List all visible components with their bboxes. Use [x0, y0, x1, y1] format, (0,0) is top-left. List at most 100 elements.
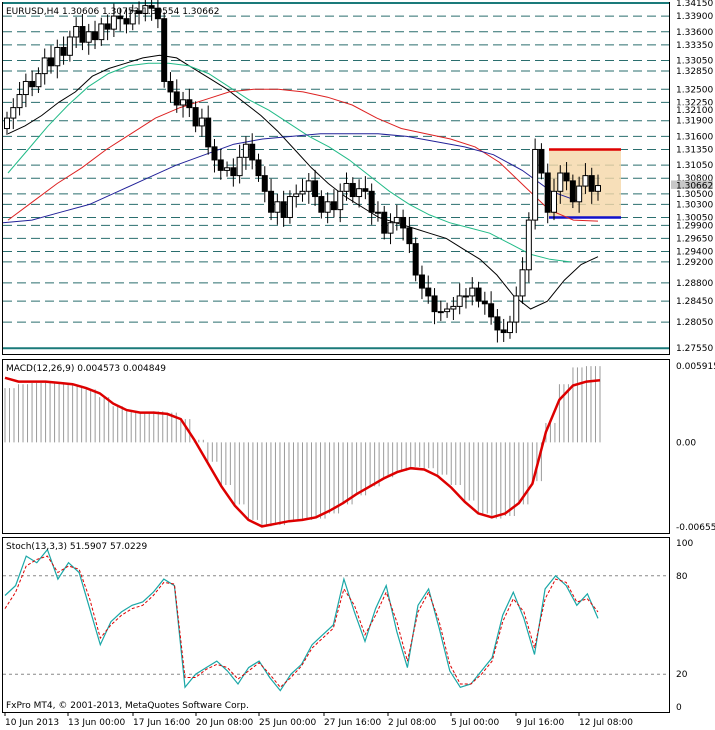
price-label-bg: [671, 131, 713, 142]
price-axis-labels: 1.34150 1.33900 1.33600 1.33350 1.330501.328…: [671, 0, 713, 354]
candle-body: [10, 107, 17, 119]
candle-body: [400, 216, 407, 229]
price-label-bg: [671, 115, 713, 126]
candle-body: [393, 216, 400, 224]
price-tick-label: 1.30300: [676, 200, 713, 210]
candle-body: [236, 156, 243, 177]
stoch-signal-line: [4, 555, 599, 689]
price-tick-label: 1.30800: [676, 174, 713, 184]
stoch-tick-label: 0: [676, 703, 682, 713]
price-label-bg: [671, 0, 713, 8]
candle-body: [261, 175, 268, 192]
candle-body: [110, 15, 117, 30]
candle-body: [293, 193, 300, 198]
stoch-main-line: [4, 548, 599, 692]
copyright-text: FxPro MT4, © 2001-2013, MetaQuotes Softw…: [6, 701, 249, 711]
candle-body: [513, 295, 520, 323]
price-tick-label: 1.33900: [676, 12, 713, 22]
candle-body: [73, 26, 80, 38]
price-label-bg: [671, 343, 713, 354]
price-tick-label: 1.33050: [676, 57, 713, 67]
macd-tick-label: -0.006552: [676, 523, 715, 533]
price-label-bg: [671, 66, 713, 77]
candle-body: [148, 5, 155, 9]
price-label-bg: [671, 26, 713, 37]
candle-body: [494, 316, 501, 331]
candle-body: [224, 167, 231, 171]
price-label-bg: [671, 173, 713, 184]
price-label-bg: [671, 55, 713, 66]
stoch-tick-label: 80: [676, 572, 688, 582]
time-tick-label: 17 Jun 16:00: [133, 718, 190, 728]
candle-body: [299, 190, 306, 195]
time-tick-label: 2 Jul 08:00: [388, 718, 437, 728]
candle-body: [532, 148, 539, 221]
price-label-bg: [671, 246, 713, 257]
price-label-bg: [671, 105, 713, 116]
price-label-bg: [671, 277, 713, 288]
candle-body: [117, 15, 124, 20]
time-tick-label: 12 Jul 08:00: [579, 718, 633, 728]
price-tick-label: 1.33350: [676, 41, 713, 51]
stoch-title: Stoch(13,3,3) 51.5907 57.0229: [6, 542, 147, 552]
candle-body: [412, 243, 419, 276]
price-label-bg: [671, 11, 713, 22]
candle-body: [462, 295, 469, 298]
ma-line: [7, 54, 599, 310]
price-label-bg: [671, 97, 713, 108]
price-tick-label: 1.28450: [676, 297, 713, 307]
price-tick-label: 1.28800: [676, 279, 713, 289]
candle-body: [104, 23, 111, 30]
candle-body: [588, 175, 595, 192]
price-label-bg: [671, 180, 713, 191]
candle-body: [154, 7, 161, 20]
candle-body: [582, 175, 589, 187]
price-tick-label: 1.32500: [676, 85, 713, 95]
candle-body: [268, 190, 275, 213]
candle-body: [35, 73, 42, 88]
macd-tick-label: 0.005915: [676, 362, 715, 372]
candle-body: [374, 211, 381, 214]
candle-body: [186, 99, 193, 109]
stoch-axis-labels: 100 80 20 0: [676, 539, 693, 713]
price-tick-label: 1.32850: [676, 67, 713, 77]
time-tick-label: 9 Jul 16:00: [516, 718, 565, 728]
candle-body: [142, 5, 149, 14]
ma-line: [2, 133, 581, 224]
price-tick-label: 1.31350: [676, 145, 713, 155]
stoch-series: [3, 548, 669, 692]
price-label-bg: [671, 144, 713, 155]
time-tick-label: 27 Jun 16:00: [324, 718, 381, 728]
price-tick-label: 1.29400: [676, 247, 713, 257]
price-tick-label: 1.31050: [676, 161, 713, 171]
time-tick-label: 25 Jun 00:00: [259, 718, 316, 728]
candle-body: [406, 227, 413, 245]
price-label-bg: [671, 84, 713, 95]
price-label-bg: [671, 212, 713, 223]
price-tick-label: 1.32250: [676, 98, 713, 108]
candle-body: [349, 182, 356, 198]
candle-body: [98, 23, 105, 41]
candle-body: [136, 10, 143, 14]
candle-body: [211, 146, 218, 161]
candle-body: [66, 36, 73, 56]
candle-body: [387, 222, 394, 234]
candle-body: [167, 80, 174, 93]
candle-body: [500, 329, 507, 334]
candle-body: [481, 300, 488, 305]
time-tick-label: 10 Jun 2013: [5, 718, 59, 728]
price-tick-label: 1.30662: [676, 181, 713, 191]
price-tick-label: 1.31600: [676, 132, 713, 142]
candle-body: [217, 159, 224, 171]
price-title: EURUSD,H4 1.30606 1.30753 1.30554 1.3066…: [6, 7, 219, 17]
price-tick-label: 1.33600: [676, 28, 713, 38]
candle-body: [192, 107, 199, 127]
candle-body: [431, 295, 438, 313]
price-label-bg: [671, 39, 713, 50]
candle-body: [4, 117, 10, 130]
candle-body: [22, 80, 29, 96]
candle-body: [450, 305, 457, 310]
candle-body: [249, 143, 256, 161]
candle-body: [444, 308, 451, 313]
